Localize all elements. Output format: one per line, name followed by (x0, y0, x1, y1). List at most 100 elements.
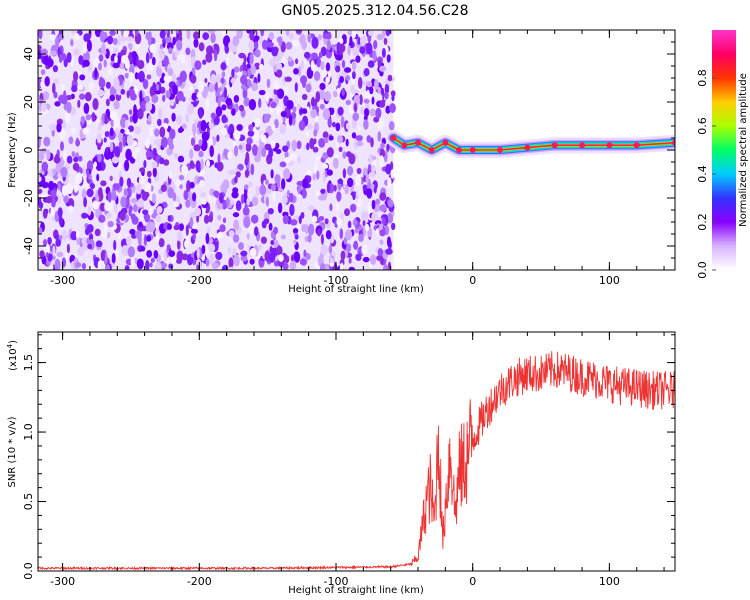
colorbar-tick-label: 0.0 (696, 261, 709, 279)
noise-blob (50, 189, 57, 199)
noise-blob (147, 35, 152, 46)
noise-blob (387, 213, 393, 222)
ridge-point (579, 142, 585, 149)
noise-blob (208, 159, 215, 166)
noise-blob (305, 170, 313, 176)
noise-blob (91, 112, 96, 123)
noise-blob (237, 163, 244, 171)
noise-blob (276, 36, 283, 43)
noise-blob (205, 52, 213, 63)
noise-blob (381, 30, 386, 38)
noise-blob (163, 75, 168, 82)
noise-blob (357, 37, 361, 46)
noise-blob (326, 147, 334, 158)
noise-blob (318, 194, 326, 201)
noise-blob (358, 233, 364, 243)
noise-blob (384, 83, 390, 95)
ridge-point (456, 147, 462, 153)
noise-blob (260, 236, 267, 244)
x-tick-label: -100 (324, 575, 349, 588)
noise-blob (100, 250, 106, 262)
noise-blob (216, 232, 224, 240)
noise-blob (189, 181, 195, 189)
noise-blob (133, 54, 137, 67)
noise-blob (55, 36, 60, 48)
noise-blob (269, 58, 276, 67)
noise-blob (45, 252, 49, 258)
noise-blob (215, 106, 223, 117)
x-tick-label: -100 (324, 274, 349, 287)
noise-blob (154, 128, 160, 137)
noise-blob (52, 82, 56, 94)
x-tick-label: -200 (187, 274, 212, 287)
noise-blob (274, 142, 280, 149)
noise-blob (318, 138, 326, 148)
noise-blob (112, 183, 120, 191)
noise-blob (326, 169, 333, 176)
noise-blob (345, 229, 353, 241)
noise-blob (221, 127, 228, 136)
noise-blob (138, 70, 145, 83)
noise-blob (148, 126, 155, 137)
noise-blob (347, 165, 354, 176)
noise-blob (375, 198, 381, 205)
noise-blob (123, 188, 128, 197)
x-tick-label: -200 (187, 575, 212, 588)
noise-blob (280, 111, 287, 118)
noise-blob (328, 68, 332, 79)
noise-blob (109, 127, 114, 137)
noise-blob (240, 250, 248, 257)
noise-blob (325, 230, 332, 240)
noise-blob (288, 32, 294, 40)
noise-blob (56, 251, 64, 257)
snr-x-axis: -300 -200 -100 0 100 (50, 332, 665, 588)
noise-blob (301, 187, 307, 199)
noise-blob (379, 192, 387, 201)
snr-y-label: SNR (10 * v/v) (7, 416, 18, 487)
noise-blob (363, 119, 369, 130)
noise-blob (267, 208, 274, 215)
noise-blob (168, 250, 176, 257)
noise-blob (279, 161, 287, 168)
noise-blob (167, 223, 172, 231)
noise-blob (87, 205, 92, 216)
noise-blob (70, 38, 74, 47)
noise-blob (200, 119, 207, 132)
noise-blob (128, 72, 135, 83)
noise-blob (120, 196, 127, 208)
noise-blob (345, 99, 351, 106)
noise-blob (101, 161, 106, 171)
noise-blob (166, 244, 171, 250)
noise-blob (306, 106, 310, 113)
noise-blob (345, 138, 349, 147)
noise-blob (352, 112, 360, 122)
noise-blob (376, 255, 382, 261)
noise-blob (250, 64, 256, 76)
noise-blob (200, 192, 206, 198)
noise-blob (265, 179, 269, 185)
noise-blob (245, 151, 250, 163)
noise-blob (186, 180, 191, 193)
noise-blob (271, 124, 276, 131)
noise-blob (286, 190, 290, 196)
noise-blob (233, 130, 241, 141)
noise-blob (286, 100, 294, 110)
noise-blob (232, 35, 240, 47)
noise-blob (202, 59, 207, 65)
noise-blob (317, 228, 322, 237)
noise-blob (254, 41, 259, 50)
noise-blob (126, 177, 132, 188)
noise-blob (198, 139, 203, 147)
noise-blob (57, 207, 63, 218)
noise-blob (313, 129, 318, 137)
noise-blob (389, 103, 396, 114)
noise-blob (130, 213, 136, 221)
snr-panel: -300 -200 -100 0 100 0.0 0.5 1.0 1.5 Height of … (6, 331, 676, 596)
noise-blob (386, 143, 390, 151)
noise-blob (46, 260, 51, 266)
noise-blob (107, 35, 114, 45)
noise-blob (126, 134, 134, 146)
noise-blob (282, 145, 289, 152)
noise-blob (136, 258, 144, 270)
noise-blob (144, 95, 150, 103)
